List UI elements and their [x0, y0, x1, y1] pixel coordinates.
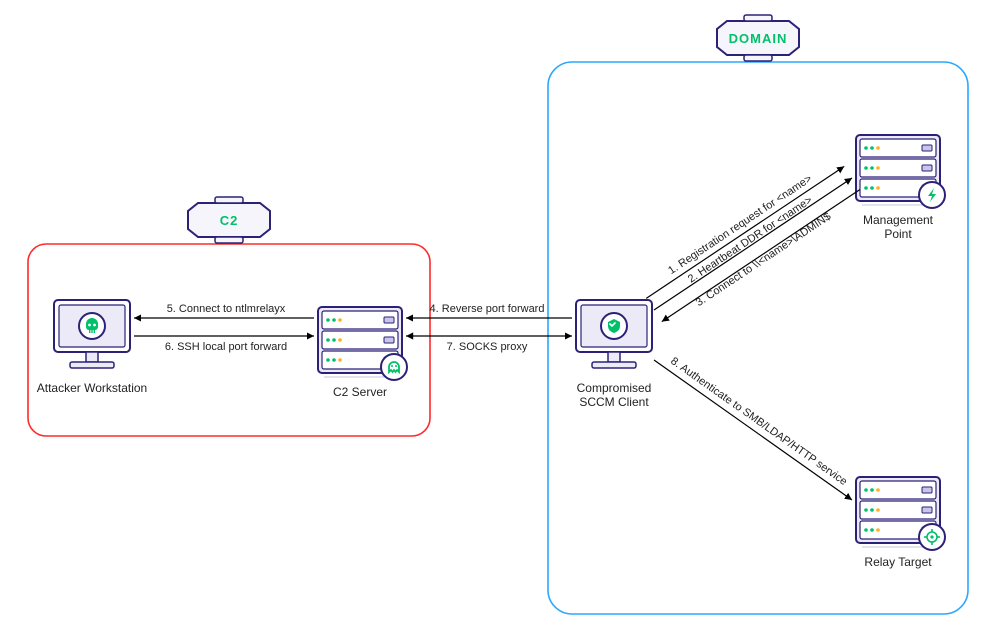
- status-led: [876, 186, 880, 190]
- status-led: [326, 318, 330, 322]
- server-slot: [922, 145, 932, 151]
- c2server-label: C2 Server: [333, 385, 387, 399]
- domain-badge-label: C2: [220, 213, 239, 228]
- edge-6-label: 6. SSH local port forward: [165, 341, 287, 353]
- sccm-label1: Compromised: [577, 381, 652, 395]
- status-led: [338, 338, 342, 342]
- status-led: [876, 528, 880, 532]
- status-led: [864, 488, 868, 492]
- server-slot: [922, 487, 932, 493]
- status-led: [876, 488, 880, 492]
- edge-1-label: 1. Registration request for <name>: [666, 173, 814, 277]
- ghost-icon-bg: [381, 354, 407, 380]
- status-led: [870, 528, 874, 532]
- status-led: [870, 488, 874, 492]
- badge-tab: [215, 197, 243, 203]
- status-led: [870, 146, 874, 150]
- status-led: [876, 166, 880, 170]
- status-led: [326, 358, 330, 362]
- status-led: [864, 166, 868, 170]
- mgmt-label1: Management: [863, 213, 934, 227]
- status-led: [876, 146, 880, 150]
- sccm-label2: SCCM Client: [579, 395, 649, 409]
- edge-5-label: 5. Connect to ntlmrelayx: [167, 303, 286, 315]
- badge-tab: [744, 55, 772, 61]
- edge-8-label: 8. Authenticate to SMB/LDAP/HTTP service: [668, 355, 849, 488]
- server-slot: [922, 507, 932, 513]
- status-led: [338, 358, 342, 362]
- edge-8: [654, 360, 852, 500]
- domain-badge-label: DOMAIN: [729, 31, 788, 46]
- status-led: [870, 508, 874, 512]
- server-slot: [384, 317, 394, 323]
- badge-tab: [215, 237, 243, 243]
- relay-label: Relay Target: [864, 555, 932, 569]
- server-slot: [922, 165, 932, 171]
- status-led: [326, 338, 330, 342]
- status-led: [864, 528, 868, 532]
- status-led: [876, 508, 880, 512]
- edge-4-label: 4. Reverse port forward: [430, 303, 545, 315]
- server-slot: [384, 337, 394, 343]
- edge-7-label: 7. SOCKS proxy: [447, 341, 528, 353]
- status-led: [870, 186, 874, 190]
- status-led: [864, 186, 868, 190]
- status-led: [332, 358, 336, 362]
- status-led: [870, 166, 874, 170]
- mgmt-label2: Point: [884, 227, 912, 241]
- status-led: [864, 508, 868, 512]
- badge-tab: [744, 15, 772, 21]
- status-led: [332, 338, 336, 342]
- attacker-label: Attacker Workstation: [37, 381, 147, 395]
- status-led: [332, 318, 336, 322]
- status-led: [864, 146, 868, 150]
- status-led: [338, 318, 342, 322]
